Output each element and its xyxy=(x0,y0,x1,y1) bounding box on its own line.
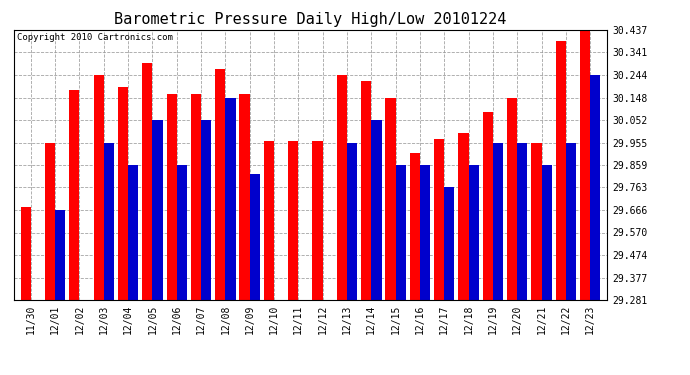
Bar xyxy=(191,93,201,375)
Bar xyxy=(118,87,128,375)
Bar xyxy=(337,75,347,375)
Bar xyxy=(555,41,566,375)
Bar xyxy=(590,75,600,375)
Bar xyxy=(493,142,503,375)
Bar xyxy=(264,141,274,375)
Bar xyxy=(104,142,114,375)
Bar xyxy=(31,300,41,375)
Bar xyxy=(347,142,357,375)
Bar xyxy=(177,165,187,375)
Bar xyxy=(288,141,298,375)
Bar xyxy=(518,142,527,375)
Text: Copyright 2010 Cartronics.com: Copyright 2010 Cartronics.com xyxy=(17,33,172,42)
Bar xyxy=(361,81,371,375)
Bar xyxy=(434,139,444,375)
Bar xyxy=(69,90,79,375)
Bar xyxy=(469,165,479,375)
Bar xyxy=(542,165,552,375)
Bar xyxy=(215,69,226,375)
Bar xyxy=(395,165,406,375)
Bar xyxy=(152,120,163,375)
Bar xyxy=(386,98,395,375)
Bar xyxy=(444,188,455,375)
Bar xyxy=(531,142,542,375)
Bar xyxy=(298,300,308,375)
Bar xyxy=(250,174,260,375)
Bar xyxy=(21,207,31,375)
Bar xyxy=(45,142,55,375)
Bar xyxy=(55,210,66,375)
Bar xyxy=(313,141,323,375)
Bar xyxy=(410,153,420,375)
Bar xyxy=(239,93,250,375)
Bar xyxy=(371,120,382,375)
Bar xyxy=(483,112,493,375)
Bar xyxy=(323,300,333,375)
Bar xyxy=(580,30,590,375)
Bar xyxy=(274,300,284,375)
Bar xyxy=(142,63,152,375)
Bar xyxy=(94,75,104,375)
Bar xyxy=(226,98,235,375)
Bar xyxy=(458,133,469,375)
Bar xyxy=(507,98,518,375)
Title: Barometric Pressure Daily High/Low 20101224: Barometric Pressure Daily High/Low 20101… xyxy=(115,12,506,27)
Bar xyxy=(420,165,430,375)
Bar xyxy=(201,120,211,375)
Bar xyxy=(566,142,576,375)
Bar xyxy=(128,165,138,375)
Bar xyxy=(166,93,177,375)
Bar xyxy=(79,300,90,375)
